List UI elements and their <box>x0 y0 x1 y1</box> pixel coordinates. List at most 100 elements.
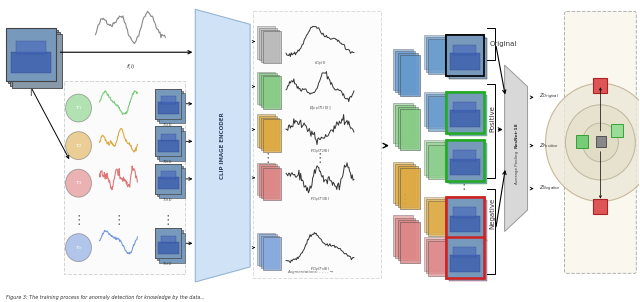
Bar <box>401 109 420 150</box>
Bar <box>158 242 179 254</box>
Bar <box>426 239 445 273</box>
Bar <box>428 201 448 236</box>
Bar <box>445 35 484 76</box>
Bar <box>447 199 485 239</box>
Bar <box>445 237 484 278</box>
Bar <box>156 228 181 258</box>
Bar <box>401 56 420 96</box>
Bar <box>259 116 277 148</box>
Bar <box>445 140 484 181</box>
Bar <box>393 103 413 143</box>
Bar <box>593 78 607 93</box>
Bar <box>259 28 277 60</box>
Bar <box>158 177 179 189</box>
Bar <box>157 166 183 196</box>
Bar <box>453 247 476 257</box>
Bar <box>449 143 486 184</box>
Bar <box>453 102 476 112</box>
Text: Original: Original <box>490 41 517 47</box>
Bar <box>257 163 275 195</box>
Bar <box>453 45 476 56</box>
Bar <box>158 102 179 114</box>
Bar <box>449 53 480 70</box>
Text: $f_{Clip}(I)$: $f_{Clip}(I)$ <box>314 59 326 68</box>
Bar <box>424 35 444 69</box>
Circle shape <box>65 234 92 262</box>
Bar <box>426 94 445 128</box>
Bar <box>398 166 418 207</box>
Text: ⋮: ⋮ <box>72 214 84 227</box>
Bar <box>447 239 485 279</box>
Bar <box>398 53 418 94</box>
Bar <box>611 124 623 137</box>
Bar <box>263 119 281 152</box>
Bar <box>449 240 486 281</box>
Bar <box>161 236 176 243</box>
Text: $\tau_2$: $\tau_2$ <box>75 142 82 149</box>
Bar <box>449 159 480 175</box>
Bar <box>159 168 186 198</box>
Text: $Z_{Original}$: $Z_{Original}$ <box>538 92 559 102</box>
Bar <box>261 30 279 62</box>
Bar <box>63 81 186 275</box>
Bar <box>261 236 279 268</box>
Bar <box>263 168 281 200</box>
Text: $F_{Clip}(T_3(I))$: $F_{Clip}(T_3(I))$ <box>310 195 330 204</box>
Bar <box>263 76 281 109</box>
Bar <box>396 105 415 146</box>
Bar <box>428 145 448 179</box>
Bar <box>158 140 179 152</box>
Bar <box>156 164 181 194</box>
Bar <box>424 237 444 271</box>
Bar <box>12 34 61 88</box>
Bar <box>426 199 445 234</box>
Text: Augmentations: - - - - →: Augmentations: - - - - → <box>287 271 333 275</box>
Bar <box>161 172 176 179</box>
Bar <box>156 89 181 119</box>
Text: $F_{Clip}(T_n(I))$: $F_{Clip}(T_n(I))$ <box>310 265 330 274</box>
Text: ResNet-18: ResNet-18 <box>515 122 518 148</box>
Text: ⋮: ⋮ <box>112 214 125 227</box>
Text: Average Pooling: Average Pooling <box>515 150 518 184</box>
Circle shape <box>545 83 640 201</box>
Text: $T_3(I)$: $T_3(I)$ <box>162 196 173 204</box>
Text: Negative: Negative <box>490 198 495 229</box>
Text: $E[v_p(T_1(I))]$: $E[v_p(T_1(I))]$ <box>308 104 332 113</box>
Bar <box>263 31 281 63</box>
Text: $\tau_3$: $\tau_3$ <box>75 179 83 187</box>
Bar <box>445 197 484 238</box>
Bar <box>11 52 51 73</box>
Bar <box>156 126 181 156</box>
Bar <box>453 150 476 161</box>
Text: I: I <box>29 89 32 98</box>
Bar <box>447 142 485 183</box>
Text: Figure 3: The training process for anomaly detection for knowledge by the data..: Figure 3: The training process for anoma… <box>6 295 204 300</box>
Bar <box>424 140 444 175</box>
Text: ⋮: ⋮ <box>262 152 275 165</box>
Bar <box>424 197 444 232</box>
Bar <box>593 199 607 214</box>
Bar <box>156 89 181 119</box>
Bar <box>8 30 58 83</box>
Polygon shape <box>195 9 250 282</box>
Bar <box>449 38 486 79</box>
Bar <box>449 255 480 271</box>
Text: $\tau_1$: $\tau_1$ <box>75 104 82 112</box>
Text: $Z_{Negative}$: $Z_{Negative}$ <box>538 184 561 194</box>
Polygon shape <box>504 65 527 232</box>
Bar <box>159 130 186 161</box>
Bar <box>393 49 413 90</box>
Bar <box>398 107 418 148</box>
Bar <box>261 75 279 107</box>
Bar <box>10 32 60 85</box>
Bar <box>449 200 486 241</box>
Bar <box>257 72 275 104</box>
Bar <box>401 222 420 263</box>
Bar <box>449 216 480 232</box>
Bar <box>261 118 279 150</box>
Bar <box>157 230 183 261</box>
Bar <box>577 135 588 148</box>
Bar <box>157 91 183 121</box>
Bar <box>15 41 45 54</box>
Text: ⋮: ⋮ <box>161 214 173 227</box>
